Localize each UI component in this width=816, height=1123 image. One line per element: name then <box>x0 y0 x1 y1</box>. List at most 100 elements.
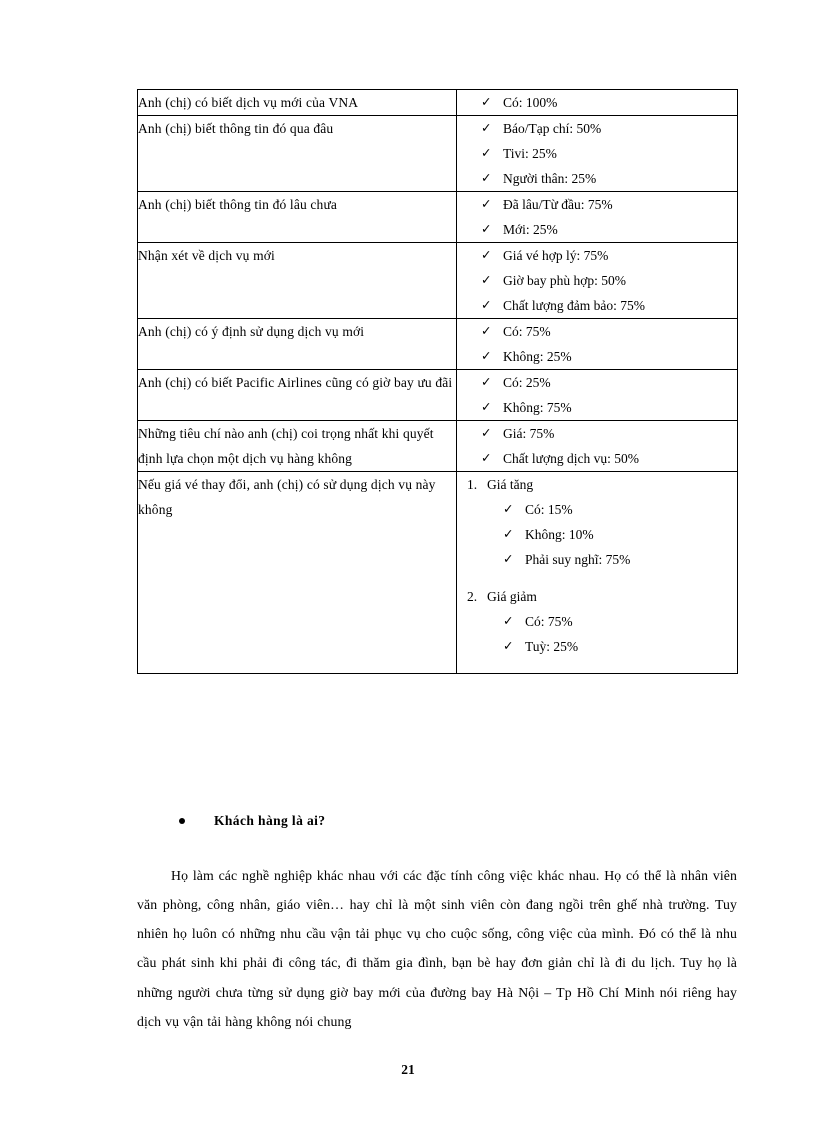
answer-label: Không: 75% <box>503 400 572 415</box>
answer-cell: ✓ Giá vé hợp lý: 75% ✓ Giờ bay phù hợp: 50… <box>456 242 738 319</box>
group-label: Giá giảm <box>487 589 537 604</box>
answer-list: ✓ Có: 75% ✓ Không: 25% <box>457 319 737 369</box>
answer-list: ✓ Đã lâu/Từ đầu: 75% ✓ Mới: 25% <box>457 192 737 242</box>
check-mark-icon: ✓ <box>481 95 492 109</box>
check-mark-icon: ✓ <box>481 400 492 414</box>
list-item: ✓ Không: 25% <box>457 344 737 369</box>
answer-list: ✓ Có: 15% ✓ Không: 10% ✓ Phải suy nghĩ: 75% <box>487 497 737 572</box>
list-item: ✓ Không: 10% <box>487 522 737 547</box>
list-item: ✓ Có: 75% <box>457 319 737 344</box>
question-cell: Anh (chị) biết thông tin đó lâu chưa <box>137 191 457 243</box>
answer-label: Không: 10% <box>525 527 594 542</box>
answer-list: ✓ Có: 75% ✓ Tuỳ: 25% <box>487 609 737 659</box>
survey-table-body: Anh (chị) có biết dịch vụ mới của VNA ✓ C… <box>137 89 738 674</box>
answer-group: 1. Giá tăng ✓ Có: 15% ✓ Không: 10% ✓ Phải s… <box>457 472 737 572</box>
check-mark-icon: ✓ <box>503 527 514 541</box>
answer-list: ✓ Báo/Tạp chí: 50% ✓ Tivi: 25% ✓ Người thân… <box>457 116 737 191</box>
answer-label: Người thân: 25% <box>503 171 597 186</box>
answer-label: Đã lâu/Từ đầu: 75% <box>503 197 613 212</box>
question-cell: Anh (chị) có biết dịch vụ mới của VNA <box>137 89 457 116</box>
check-mark-icon: ✓ <box>481 197 492 211</box>
list-item: ✓ Không: 75% <box>457 395 737 420</box>
check-mark-icon: ✓ <box>481 273 492 287</box>
group-spacer <box>457 572 737 584</box>
question-cell: Nhận xét về dịch vụ mới <box>137 242 457 319</box>
check-mark-icon: ✓ <box>481 146 492 160</box>
answer-list: ✓ Có: 25% ✓ Không: 75% <box>457 370 737 420</box>
list-item: ✓ Đã lâu/Từ đầu: 75% <box>457 192 737 217</box>
table-row: Những tiêu chí nào anh (chị) coi trọng n… <box>137 420 738 472</box>
list-item: ✓ Người thân: 25% <box>457 166 737 191</box>
group-number: 1. <box>467 477 478 492</box>
check-mark-icon: ✓ <box>503 614 514 628</box>
check-mark-icon: ✓ <box>481 426 492 440</box>
answer-list: ✓ Giá vé hợp lý: 75% ✓ Giờ bay phù hợp: 50… <box>457 243 737 318</box>
answer-label: Tivi: 25% <box>503 146 557 161</box>
check-mark-icon: ✓ <box>481 324 492 338</box>
answer-cell: ✓ Báo/Tạp chí: 50% ✓ Tivi: 25% ✓ Người thân… <box>456 115 738 192</box>
answer-label: Phải suy nghĩ: 75% <box>525 552 631 567</box>
group-label: Giá tăng <box>487 477 534 492</box>
answer-label: Giá: 75% <box>503 426 555 441</box>
answer-label: Có: 100% <box>503 95 558 110</box>
answer-label: Không: 25% <box>503 349 572 364</box>
body-paragraph: Họ làm các nghề nghiệp khác nhau với các… <box>137 867 737 1029</box>
answer-label: Có: 15% <box>525 502 573 517</box>
survey-results-table: Anh (chị) có biết dịch vụ mới của VNA ✓ C… <box>137 89 738 674</box>
answer-cell: ✓ Có: 25% ✓ Không: 75% <box>456 369 738 421</box>
check-mark-icon: ✓ <box>503 552 514 566</box>
answer-cell: 1. Giá tăng ✓ Có: 15% ✓ Không: 10% ✓ Phải s… <box>456 471 738 674</box>
check-mark-icon: ✓ <box>503 502 514 516</box>
answer-label: Chất lượng dịch vụ: 50% <box>503 451 639 466</box>
answer-cell: ✓ Đã lâu/Từ đầu: 75% ✓ Mới: 25% <box>456 191 738 243</box>
bullet-dot-icon <box>179 818 185 824</box>
table-row: Anh (chị) biết thông tin đó lâu chưa ✓ Đã… <box>137 191 738 243</box>
answer-group: 2. Giá giảm ✓ Có: 75% ✓ Tuỳ: 25% <box>457 584 737 659</box>
list-item: ✓ Có: 100% <box>457 90 737 115</box>
check-mark-icon: ✓ <box>481 451 492 465</box>
question-cell: Anh (chị) có biết Pacific Airlines cũng … <box>137 369 457 421</box>
list-item: ✓ Tuỳ: 25% <box>487 634 737 659</box>
list-item: ✓ Chất lượng đảm bảo: 75% <box>457 293 737 318</box>
check-mark-icon: ✓ <box>481 248 492 262</box>
answer-label: Có: 25% <box>503 375 551 390</box>
table-row: Anh (chị) có biết Pacific Airlines cũng … <box>137 369 738 421</box>
numbered-answer-groups: 1. Giá tăng ✓ Có: 15% ✓ Không: 10% ✓ Phải s… <box>457 472 737 659</box>
list-item: ✓ Mới: 25% <box>457 217 737 242</box>
page-number: 21 <box>401 1062 415 1077</box>
table-row: Anh (chị) biết thông tin đó qua đâu ✓ Báo… <box>137 115 738 192</box>
check-mark-icon: ✓ <box>481 298 492 312</box>
answer-list: ✓ Giá: 75% ✓ Chất lượng dịch vụ: 50% <box>457 421 737 471</box>
list-item: ✓ Báo/Tạp chí: 50% <box>457 116 737 141</box>
check-mark-icon: ✓ <box>481 375 492 389</box>
table-row: Nhận xét về dịch vụ mới ✓ Giá vé hợp lý: … <box>137 242 738 319</box>
list-item: ✓ Tivi: 25% <box>457 141 737 166</box>
question-cell: Anh (chị) có ý định sử dụng dịch vụ mới <box>137 318 457 370</box>
list-item: ✓ Giá vé hợp lý: 75% <box>457 243 737 268</box>
table-row: Anh (chị) có biết dịch vụ mới của VNA ✓ C… <box>137 89 738 116</box>
question-cell: Anh (chị) biết thông tin đó qua đâu <box>137 115 457 192</box>
check-mark-icon: ✓ <box>481 171 492 185</box>
check-mark-icon: ✓ <box>503 639 514 653</box>
check-mark-icon: ✓ <box>481 121 492 135</box>
list-item: ✓ Giờ bay phù hợp: 50% <box>457 268 737 293</box>
table-row: Nếu giá vé thay đổi, anh (chị) có sử dụn… <box>137 471 738 674</box>
answer-label: Có: 75% <box>503 324 551 339</box>
list-item: ✓ Có: 25% <box>457 370 737 395</box>
table-row: Anh (chị) có ý định sử dụng dịch vụ mới … <box>137 318 738 370</box>
check-mark-icon: ✓ <box>481 349 492 363</box>
answer-label: Báo/Tạp chí: 50% <box>503 121 602 136</box>
check-mark-icon: ✓ <box>481 222 492 236</box>
list-item: ✓ Có: 15% <box>487 497 737 522</box>
answer-label: Có: 75% <box>525 614 573 629</box>
answer-cell: ✓ Có: 75% ✓ Không: 25% <box>456 318 738 370</box>
answer-label: Giá vé hợp lý: 75% <box>503 248 609 263</box>
answer-label: Chất lượng đảm bảo: 75% <box>503 298 645 313</box>
answer-cell: ✓ Có: 100% <box>456 89 738 116</box>
answer-list: ✓ Có: 100% <box>457 90 737 115</box>
list-item: ✓ Chất lượng dịch vụ: 50% <box>457 446 737 471</box>
list-item: ✓ Phải suy nghĩ: 75% <box>487 547 737 572</box>
question-cell: Nếu giá vé thay đổi, anh (chị) có sử dụn… <box>137 471 457 674</box>
answer-label: Tuỳ: 25% <box>525 639 579 654</box>
